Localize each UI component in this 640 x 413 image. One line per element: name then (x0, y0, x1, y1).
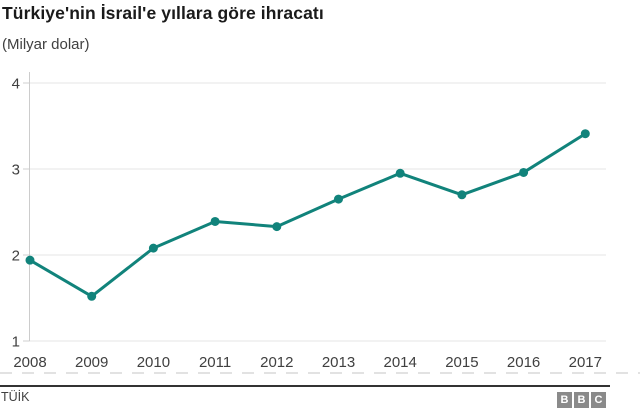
data-point (395, 168, 405, 178)
x-tick-label: 2015 (445, 354, 478, 371)
y-tick-label: 1 (12, 334, 20, 351)
bbc-logo-block: C (591, 392, 606, 408)
data-line (28, 132, 587, 298)
x-tick-label: 2013 (322, 354, 355, 371)
y-tick-label: 2 (12, 248, 20, 265)
data-point (580, 129, 590, 139)
data-point (210, 216, 220, 226)
data-point (457, 190, 467, 200)
bbc-logo-block: B (557, 392, 572, 408)
x-tick-label: 2011 (199, 354, 231, 371)
y-tick-label: 3 (12, 162, 20, 179)
line-chart: 1 2 3 4 2008 2009 2010 2011 2012 2013 2014 2015 2016… (12, 72, 606, 371)
source-label: TÜİK (1, 390, 30, 404)
data-point (148, 243, 158, 253)
data-point (272, 222, 282, 232)
x-tick-label: 2009 (75, 354, 108, 371)
data-point (519, 167, 529, 177)
footer-separator (0, 385, 610, 387)
bbc-logo: B B C (557, 392, 606, 408)
x-tick-label: 2008 (13, 354, 46, 371)
x-tick-label: 2017 (569, 354, 602, 371)
x-tick-label: 2014 (384, 354, 417, 371)
data-point (334, 194, 343, 204)
chart-title: Türkiye'nin İsrail'e yıllara göre ihraca… (2, 3, 324, 23)
data-point (25, 255, 35, 265)
data-point (87, 291, 97, 301)
bbc-logo-block: B (574, 392, 589, 408)
x-tick-label: 2012 (260, 354, 293, 371)
y-tick-label: 4 (12, 76, 20, 93)
x-tick-label: 2016 (507, 354, 540, 371)
chart-subtitle: (Milyar dolar) (2, 36, 90, 53)
x-tick-label: 2010 (137, 354, 170, 371)
dotted-separator (0, 372, 640, 374)
